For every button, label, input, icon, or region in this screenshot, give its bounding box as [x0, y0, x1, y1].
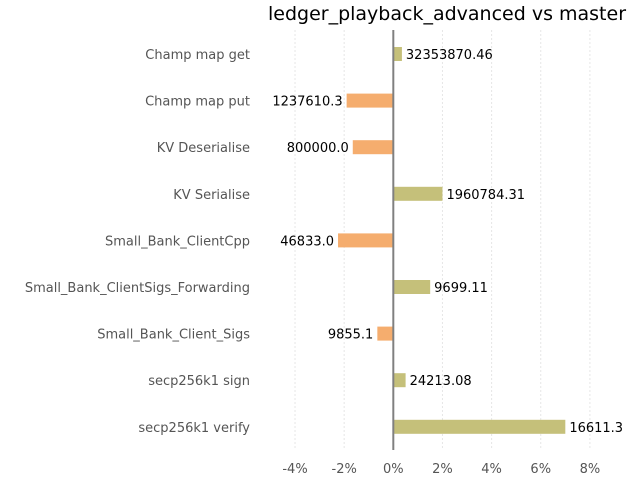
bar: [338, 233, 393, 247]
bar: [347, 94, 394, 108]
x-tick-labels: -4% -2% 0% 2% 4% 6% 8%: [282, 462, 600, 477]
data-label: 16611.3: [569, 421, 623, 436]
data-labels: 32353870.46 1237610.3 800000.0 1960784.31 46…: [272, 48, 623, 436]
x-tick-label: 0%: [383, 462, 404, 477]
bar: [377, 327, 393, 341]
data-label: 1237610.3: [272, 95, 342, 110]
data-label: 46833.0: [280, 234, 334, 249]
chart-title: ledger_playback_advanced vs master: [268, 3, 626, 25]
category-label: KV Serialise: [173, 188, 250, 203]
x-tick-label: 8%: [580, 462, 601, 477]
category-label: Small_Bank_Client_Sigs: [97, 328, 250, 343]
data-label: 9699.11: [434, 281, 488, 296]
bar: [393, 373, 405, 387]
category-label: secp256k1 verify: [138, 421, 250, 436]
data-label: 800000.0: [287, 141, 349, 156]
category-label: Champ map get: [145, 48, 250, 63]
x-tick-label: -2%: [332, 462, 357, 477]
bar: [353, 140, 394, 154]
x-tick-label: 4%: [481, 462, 502, 477]
category-label: Small_Bank_ClientSigs_Forwarding: [25, 281, 250, 296]
data-label: 9855.1: [328, 328, 374, 343]
bar: [393, 420, 565, 434]
data-label: 32353870.46: [406, 48, 493, 63]
x-tick-label: -4%: [282, 462, 307, 477]
bar: [393, 280, 430, 294]
category-label: Champ map put: [145, 95, 250, 110]
category-labels: Champ map get Champ map put KV Deserialise…: [25, 48, 250, 436]
category-label: KV Deserialise: [157, 141, 250, 156]
data-label: 24213.08: [410, 374, 472, 389]
category-label: secp256k1 sign: [148, 374, 250, 389]
bar: [393, 187, 442, 201]
x-tick-label: 2%: [432, 462, 453, 477]
bar: [393, 47, 402, 61]
x-tick-label: 6%: [530, 462, 551, 477]
category-label: Small_Bank_ClientCpp: [105, 234, 250, 249]
data-label: 1960784.31: [446, 188, 525, 203]
